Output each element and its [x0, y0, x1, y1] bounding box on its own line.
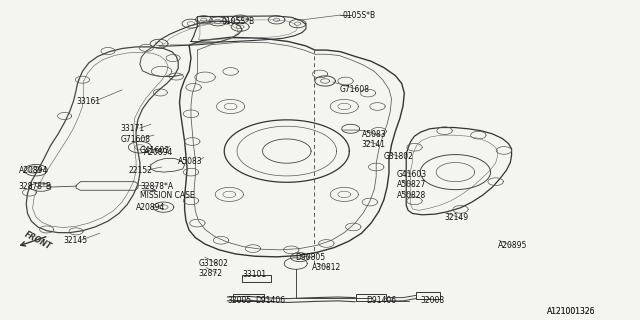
Text: FRONT: FRONT: [22, 229, 52, 251]
Text: A20894: A20894: [136, 203, 166, 212]
Text: 32008: 32008: [421, 296, 445, 305]
Text: G71608: G71608: [121, 135, 151, 144]
Text: A5083: A5083: [178, 157, 203, 166]
Text: 32878*A: 32878*A: [140, 182, 173, 191]
Text: 32141: 32141: [362, 140, 385, 149]
Text: 22152: 22152: [129, 166, 152, 175]
Text: A121001326: A121001326: [547, 307, 595, 316]
Text: A5083: A5083: [362, 130, 386, 139]
Text: G71608: G71608: [339, 85, 369, 94]
Text: 0105S*B: 0105S*B: [221, 17, 254, 26]
Text: A121001326: A121001326: [547, 307, 595, 316]
Text: D90805: D90805: [296, 253, 326, 262]
Text: G31802: G31802: [198, 259, 228, 268]
Text: 33101: 33101: [242, 270, 266, 279]
Text: 33161: 33161: [76, 97, 100, 106]
Text: A50827: A50827: [397, 180, 426, 189]
Text: A30812: A30812: [312, 263, 342, 272]
Text: 32872: 32872: [198, 268, 223, 278]
Text: A50828: A50828: [397, 190, 426, 200]
Text: 32149: 32149: [445, 213, 468, 222]
Text: A20894: A20894: [19, 166, 48, 175]
Text: MISSION CASE: MISSION CASE: [140, 190, 195, 200]
Text: D91406: D91406: [366, 296, 396, 305]
Text: 32878*B: 32878*B: [19, 182, 52, 191]
Text: 32145: 32145: [63, 236, 88, 245]
Text: 0105S*B: 0105S*B: [342, 11, 376, 20]
Text: G41603: G41603: [140, 146, 170, 155]
Text: 32005: 32005: [227, 296, 252, 305]
Text: A20894: A20894: [145, 148, 173, 156]
Text: G31802: G31802: [384, 152, 413, 161]
Text: A20895: A20895: [497, 241, 527, 250]
Text: D91406: D91406: [255, 296, 285, 305]
Text: 33171: 33171: [121, 124, 145, 132]
Text: G41603: G41603: [397, 170, 427, 179]
